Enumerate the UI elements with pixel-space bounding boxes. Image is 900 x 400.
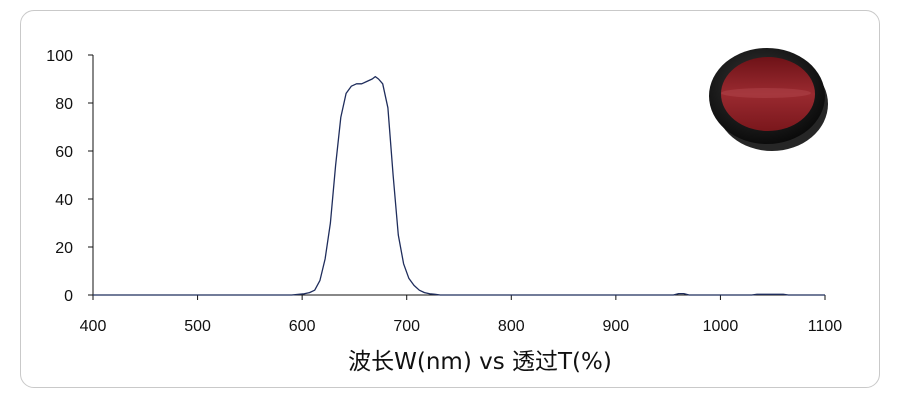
x-axis-label: 波长W(nm) vs 透过T(%) <box>348 349 612 375</box>
x-tick-label: 500 <box>184 318 211 335</box>
red-filter-image <box>709 48 828 151</box>
y-tick-label: 100 <box>46 48 73 65</box>
transmission-curve <box>93 75 825 296</box>
x-tick-label: 1100 <box>808 318 843 335</box>
y-tick-label: 60 <box>55 144 73 161</box>
x-tick-label: 400 <box>80 318 107 335</box>
x-tick-label: 800 <box>498 318 525 335</box>
x-ticks: 400 500 600 700 800 900 1000 1100 <box>80 295 843 335</box>
x-tick-label: 1000 <box>703 318 739 335</box>
x-tick-label: 900 <box>603 318 630 335</box>
y-ticks: 0 20 40 60 80 100 <box>46 48 93 305</box>
y-tick-label: 40 <box>55 192 73 209</box>
y-tick-label: 20 <box>55 240 73 257</box>
x-tick-label: 600 <box>289 318 316 335</box>
x-tick-label: 700 <box>393 318 420 335</box>
y-tick-label: 80 <box>55 96 73 113</box>
y-tick-label: 0 <box>64 288 73 305</box>
